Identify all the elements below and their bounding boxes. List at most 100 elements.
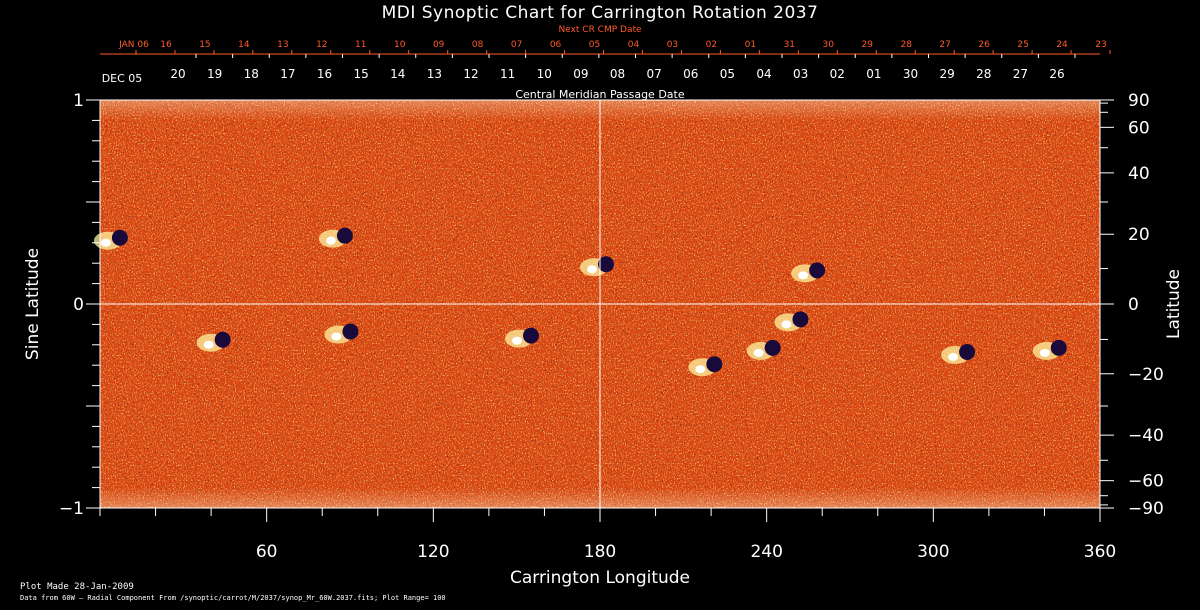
- right-axis-title: Latitude: [1164, 269, 1184, 339]
- top-axis-2-tick-label: 08: [610, 67, 625, 81]
- positive-polarity-core: [781, 320, 792, 329]
- gridlines: [100, 100, 1100, 508]
- top-axis-2-tick-label: 29: [939, 67, 954, 81]
- top-axis-2-tick-label: 28: [976, 67, 991, 81]
- negative-polarity-spot: [523, 327, 539, 344]
- x-tick-label: 360: [1084, 542, 1116, 562]
- top-axis-1-tick-label: 31: [784, 40, 795, 50]
- top-axis-2-tick-label: 16: [317, 67, 332, 81]
- negative-polarity-spot: [764, 339, 781, 356]
- top-axis-2-tick-label: 07: [646, 67, 661, 81]
- active-regions: [93, 227, 1067, 377]
- negative-polarity-spot: [706, 356, 723, 373]
- positive-polarity-core: [753, 348, 764, 357]
- data-source-note: Data from 60W – Radial Component From /s…: [20, 594, 446, 602]
- top-axis-1-tick-label: 28: [900, 40, 912, 50]
- x-tick-label: 120: [417, 542, 449, 562]
- top-axis-2-tick-label: 10: [537, 67, 552, 81]
- top-axis-2-tick-label: 12: [463, 67, 478, 81]
- top-axis-1-tick-label: 08: [472, 40, 484, 50]
- top-axis-2-tick-label: 18: [244, 67, 259, 81]
- positive-polarity-core: [1039, 348, 1050, 357]
- top-axis-1-tick-label: 15: [199, 40, 210, 50]
- top-axis-1-tick-label: 16: [160, 40, 172, 50]
- top-axis-2-tick-label: 20: [170, 67, 185, 81]
- y-right-tick-label: 40: [1128, 164, 1150, 184]
- top-axis-2-tick-label: 01: [866, 67, 881, 81]
- top-axis-1-tick-label: 13: [277, 40, 288, 50]
- y-right-tick-label: 0: [1128, 295, 1139, 315]
- top-axis-2-title: Central Meridian Passage Date: [515, 88, 684, 101]
- left-axis-title: Sine Latitude: [23, 248, 43, 360]
- negative-polarity-spot: [792, 311, 809, 328]
- top-axis-2-tick-label: DEC 05: [102, 72, 143, 85]
- top-axis-1-tick-label: 25: [1017, 40, 1028, 50]
- positive-polarity-core: [948, 352, 959, 361]
- y-right-tick-label: 90: [1128, 91, 1150, 111]
- x-axis-title: Carrington Longitude: [510, 568, 690, 588]
- top-axis-2-tick-label: 17: [280, 67, 295, 81]
- positive-polarity-core: [695, 365, 706, 374]
- top-axis-1-tick-label: 04: [628, 40, 640, 50]
- negative-polarity-spot: [214, 331, 231, 348]
- top-axis-2-tick-label: 05: [720, 67, 735, 81]
- negative-polarity-spot: [111, 229, 128, 246]
- y-right-tick-label: −60: [1128, 472, 1164, 492]
- y-right-tick-label: −20: [1128, 365, 1164, 385]
- positive-polarity-core: [100, 238, 111, 247]
- negative-polarity-spot: [959, 343, 976, 360]
- negative-polarity-spot: [1050, 339, 1067, 356]
- plot-area: [93, 99, 1101, 509]
- y-right-tick-label: 20: [1128, 225, 1150, 245]
- top-axis-1-tick-label: 06: [550, 40, 562, 50]
- y-left-tick-label: 0: [73, 295, 84, 315]
- x-tick-label: 180: [584, 542, 616, 562]
- top-axis-2-tick-label: 02: [830, 67, 845, 81]
- top-axis-1-tick-label: 03: [667, 40, 678, 50]
- top-axis-1-tick-label: 12: [316, 40, 327, 50]
- top-axis-1-tick-label: 14: [238, 40, 250, 50]
- left-axis: 1 0 −1: [59, 91, 100, 519]
- top-axis-2-tick-label: 15: [353, 67, 368, 81]
- top-axis-2-tick-label: 26: [1049, 67, 1064, 81]
- y-right-tick-label: −90: [1128, 499, 1164, 519]
- positive-polarity-core: [331, 332, 342, 341]
- top-axis-1-tick-label: 27: [939, 40, 950, 50]
- top-axis-1-title: Next CR CMP Date: [558, 25, 642, 35]
- bottom-axis: 60 120 180 240 300 360: [99, 508, 1116, 562]
- top-axis-1-tick-label: 10: [394, 40, 406, 50]
- top-axis-2-tick-label: 06: [683, 67, 698, 81]
- plot-made-note: Plot Made 28-Jan-2009: [20, 582, 134, 592]
- negative-polarity-spot: [809, 262, 826, 279]
- positive-polarity-core: [325, 236, 336, 245]
- negative-polarity-spot: [598, 256, 614, 273]
- x-tick-label: 300: [917, 542, 949, 562]
- top-axis-2-tick-label: 27: [1013, 67, 1028, 81]
- x-tick-label: 60: [256, 542, 278, 562]
- top-axis-2-ticks: DEC 05 20 19 18 17 16 15 14 13 12 11 10 09 08 07 06 05 04…: [102, 54, 1076, 85]
- positive-polarity-core: [512, 336, 522, 345]
- right-axis: 90 60 40 20 0 −20 −40 −60 −90: [1100, 91, 1164, 519]
- positive-polarity-core: [798, 271, 809, 280]
- y-right-tick-label: 60: [1128, 118, 1150, 138]
- x-tick-label: 240: [750, 542, 782, 562]
- top-axis-1-tick-label: 26: [978, 40, 990, 50]
- top-axis-1-ticks: JAN 06 16 15 14 13 12 11 10 09 08 07 06 05 04 03 02 01 31…: [118, 40, 1111, 54]
- top-axis-1-tick-label: 05: [589, 40, 600, 50]
- positive-polarity-core: [203, 340, 214, 349]
- chart-title: MDI Synoptic Chart for Carrington Rotati…: [382, 3, 819, 23]
- top-axis-2-tick-label: 30: [903, 67, 918, 81]
- top-axis-2-tick-label: 04: [756, 67, 771, 81]
- top-axis-1-tick-label: 09: [433, 40, 445, 50]
- top-axis-1-tick-label: 07: [511, 40, 522, 50]
- top-axis-1-tick-label: 11: [355, 40, 366, 50]
- negative-polarity-spot: [342, 323, 359, 340]
- positive-polarity-core: [587, 265, 597, 274]
- top-axis-1-tick-label: 24: [1056, 40, 1068, 50]
- y-left-tick-label: 1: [73, 91, 84, 111]
- top-axis-1-tick-label: 01: [745, 40, 756, 50]
- top-axis-1-tick-label: 23: [1095, 40, 1106, 50]
- y-right-tick-label: −40: [1128, 426, 1164, 446]
- top-axis-1-tick-label: 30: [823, 40, 835, 50]
